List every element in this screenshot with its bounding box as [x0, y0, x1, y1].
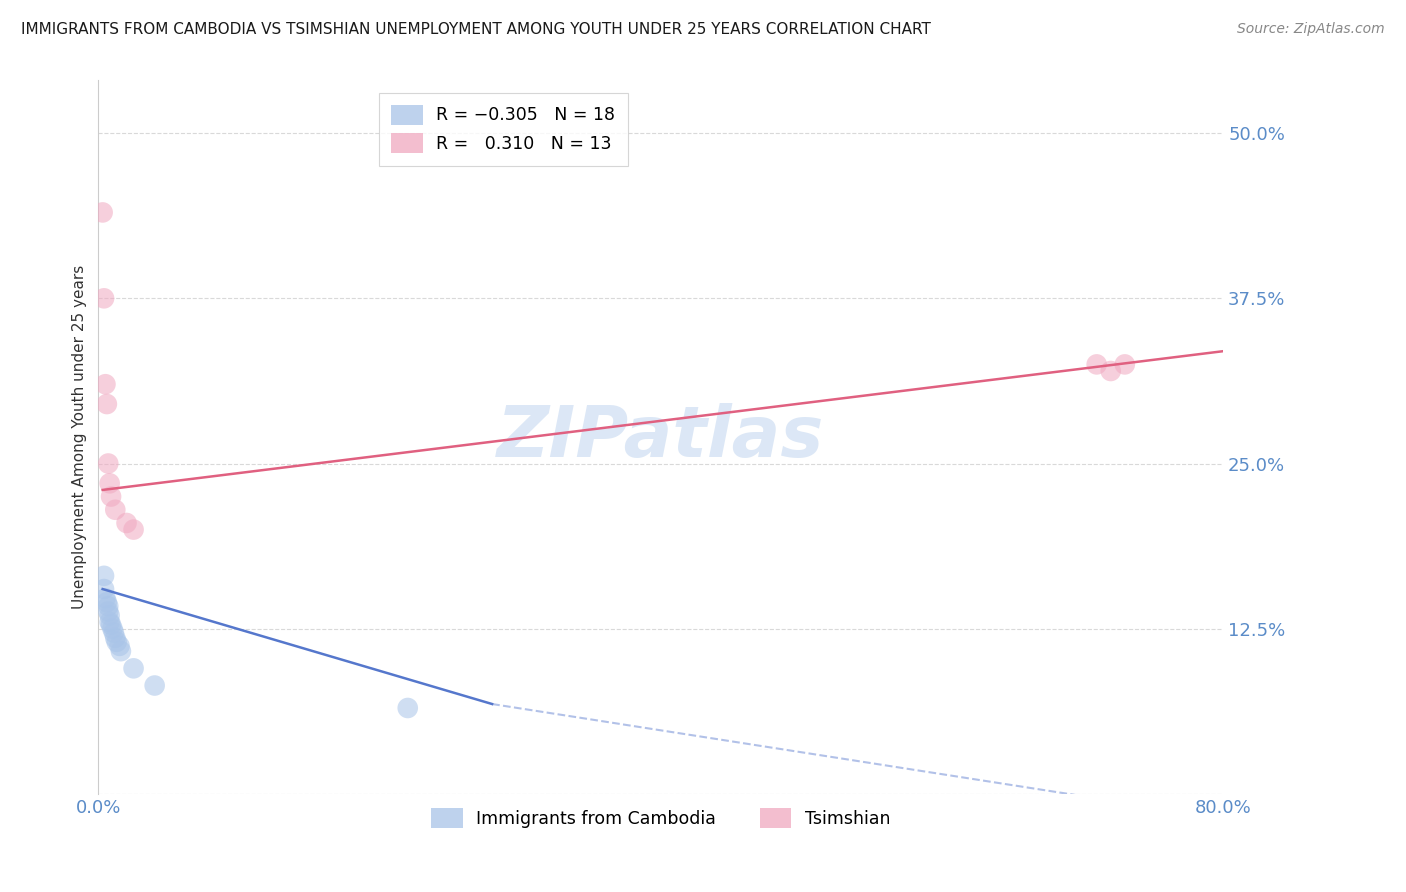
- Point: [104, 631, 127, 645]
- Point: [94, 591, 117, 606]
- Point: [93, 582, 115, 596]
- Point: [100, 617, 122, 632]
- Point: [98, 608, 121, 623]
- Point: [122, 661, 145, 675]
- Point: [122, 523, 145, 537]
- Text: ZIPatlas: ZIPatlas: [498, 402, 824, 472]
- Point: [110, 644, 132, 658]
- Point: [1114, 358, 1136, 372]
- Point: [91, 205, 114, 219]
- Point: [96, 595, 118, 609]
- Text: IMMIGRANTS FROM CAMBODIA VS TSIMSHIAN UNEMPLOYMENT AMONG YOUTH UNDER 25 YEARS CO: IMMIGRANTS FROM CAMBODIA VS TSIMSHIAN UN…: [21, 22, 931, 37]
- Point: [1099, 364, 1122, 378]
- Point: [93, 569, 115, 583]
- Point: [97, 599, 120, 614]
- Legend: Immigrants from Cambodia, Tsimshian: Immigrants from Cambodia, Tsimshian: [425, 801, 897, 835]
- Point: [1085, 358, 1108, 372]
- Point: [98, 476, 121, 491]
- Point: [97, 457, 120, 471]
- Point: [100, 490, 122, 504]
- Point: [108, 639, 131, 653]
- Point: [396, 701, 419, 715]
- Point: [103, 625, 125, 640]
- Point: [97, 605, 120, 619]
- Text: Source: ZipAtlas.com: Source: ZipAtlas.com: [1237, 22, 1385, 37]
- Point: [104, 502, 127, 516]
- Point: [93, 291, 115, 305]
- Y-axis label: Unemployment Among Youth under 25 years: Unemployment Among Youth under 25 years: [72, 265, 87, 609]
- Point: [101, 622, 124, 636]
- Point: [96, 397, 118, 411]
- Point: [98, 615, 121, 629]
- Point: [143, 679, 166, 693]
- Point: [115, 516, 138, 530]
- Point: [94, 377, 117, 392]
- Point: [105, 635, 128, 649]
